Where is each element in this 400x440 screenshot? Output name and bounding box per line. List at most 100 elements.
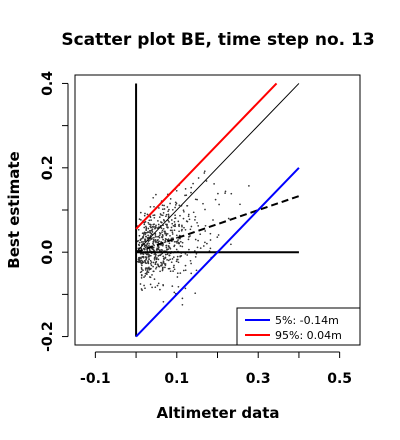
data-point <box>143 226 146 229</box>
legend: 5%: -0.14m 95%: 0.04m <box>236 307 361 346</box>
data-point <box>140 237 143 240</box>
data-point <box>157 223 160 226</box>
data-point <box>137 243 140 246</box>
data-point <box>142 235 145 238</box>
data-point <box>161 229 164 232</box>
data-point <box>213 183 215 185</box>
data-point <box>184 252 187 255</box>
upper-95-line <box>135 82 278 230</box>
data-point <box>172 224 175 227</box>
data-point <box>179 240 182 243</box>
data-point <box>139 211 142 214</box>
data-point <box>158 254 161 257</box>
data-point <box>170 219 173 221</box>
data-point <box>149 223 152 226</box>
data-point <box>152 214 155 217</box>
data-point <box>176 242 178 244</box>
data-point <box>155 249 158 251</box>
data-point <box>217 192 219 195</box>
data-point <box>163 208 166 210</box>
lower-5-line <box>135 167 300 338</box>
data-point <box>148 219 151 222</box>
data-point <box>138 259 140 261</box>
data-point <box>139 260 142 262</box>
data-point <box>177 239 179 241</box>
data-point <box>149 216 152 219</box>
data-point <box>144 246 147 249</box>
data-point <box>168 254 171 257</box>
y-tick-label: 0.4 <box>40 71 56 96</box>
data-point <box>204 241 206 244</box>
data-point <box>175 248 178 251</box>
data-point <box>172 266 175 269</box>
data-point <box>188 248 190 251</box>
data-point <box>144 233 147 236</box>
data-point <box>176 255 179 258</box>
x-tick-label: 0.5 <box>327 371 352 387</box>
data-point <box>184 194 186 197</box>
data-point <box>165 244 167 247</box>
data-point <box>140 268 143 270</box>
data-point <box>144 212 146 215</box>
data-point <box>161 208 164 211</box>
data-point <box>183 226 185 229</box>
data-point <box>148 230 151 232</box>
data-point <box>177 220 180 223</box>
data-point <box>137 228 140 231</box>
data-point <box>145 229 148 232</box>
data-point <box>141 262 144 264</box>
data-point <box>148 258 150 261</box>
data-point <box>187 215 190 218</box>
data-point <box>146 213 149 216</box>
data-point <box>182 269 185 272</box>
data-point <box>194 215 197 218</box>
data-point <box>184 287 187 290</box>
y-tick-label: 0.0 <box>40 240 56 265</box>
data-point <box>150 261 153 263</box>
data-point <box>178 204 181 207</box>
data-point <box>202 202 204 205</box>
data-point <box>179 272 182 274</box>
data-point <box>150 267 152 270</box>
data-point <box>192 182 194 185</box>
data-point <box>152 241 155 243</box>
data-point <box>182 209 185 212</box>
data-point <box>175 260 178 263</box>
data-point <box>149 254 152 257</box>
data-point <box>150 233 153 236</box>
data-point <box>178 230 180 233</box>
data-point <box>185 194 188 197</box>
data-point <box>151 231 154 233</box>
data-point <box>140 219 142 221</box>
identity-line <box>135 83 300 253</box>
data-point <box>168 208 170 211</box>
data-point <box>166 226 168 229</box>
data-point <box>162 212 165 214</box>
data-point <box>173 268 176 271</box>
data-point <box>162 260 165 262</box>
scatter-points <box>135 170 250 306</box>
data-point <box>179 245 182 247</box>
data-point <box>197 177 200 179</box>
data-point <box>149 283 152 286</box>
data-point <box>155 258 158 261</box>
data-point <box>158 234 161 237</box>
data-point <box>173 291 176 294</box>
data-point <box>162 300 165 303</box>
data-point <box>158 265 161 268</box>
data-point <box>145 225 147 228</box>
data-point <box>155 224 157 227</box>
data-point <box>174 225 177 228</box>
data-point <box>158 216 161 218</box>
data-point <box>152 270 155 273</box>
data-point <box>143 231 146 234</box>
data-point <box>195 269 198 272</box>
data-point <box>144 287 146 290</box>
data-point <box>248 185 250 187</box>
data-point <box>148 242 150 245</box>
data-point <box>160 249 163 251</box>
data-point <box>148 245 150 247</box>
data-point <box>138 218 141 220</box>
data-point <box>148 276 151 278</box>
data-point <box>167 213 170 216</box>
